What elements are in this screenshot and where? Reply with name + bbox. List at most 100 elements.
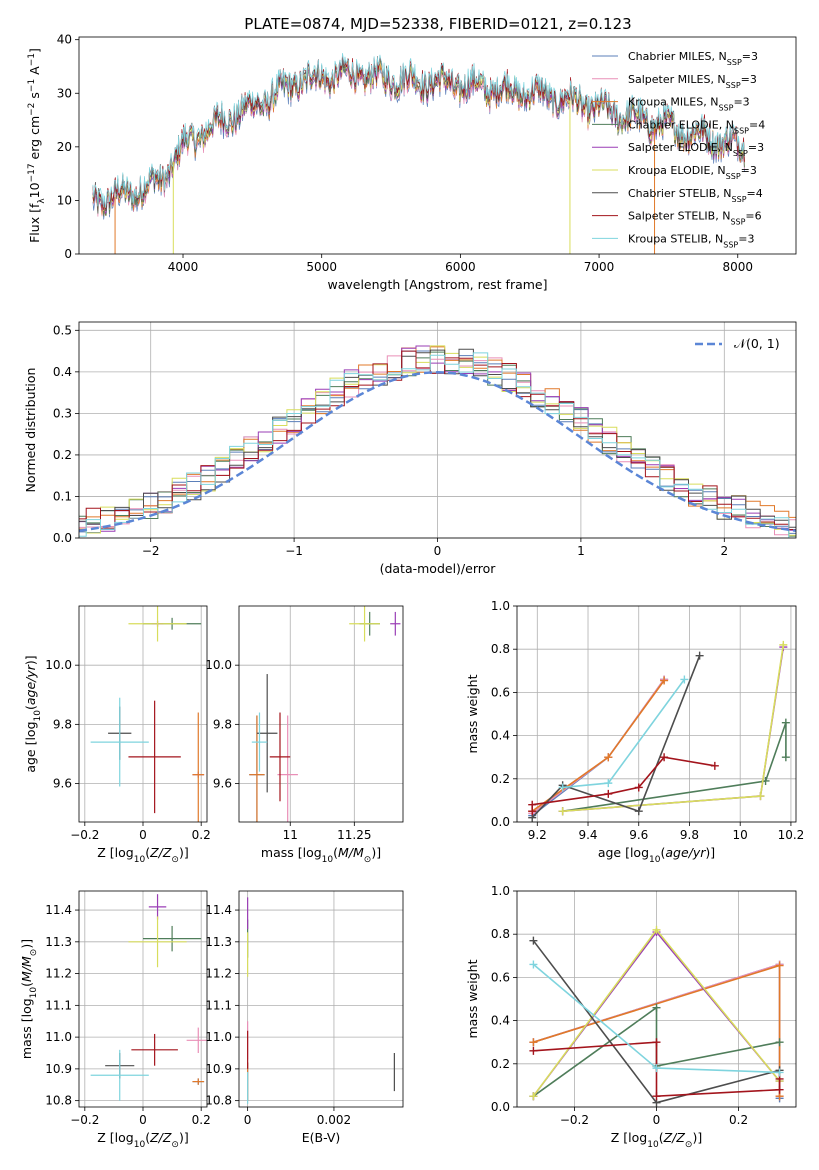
errorbar-point xyxy=(148,894,167,920)
axes-frame xyxy=(78,36,797,255)
y-tick-label: 30 xyxy=(57,86,72,100)
legend: Chabrier MILES, NSSP=3 Salpeter MILES, NS… xyxy=(592,50,765,249)
weight-marker xyxy=(781,753,790,762)
weight-marker xyxy=(779,640,788,649)
legend-entry: Kroupa ELODIE, NSSP=3 xyxy=(628,164,757,181)
chart-weight_vs_age: 9.2 9.4 9.6 9.8 10 10.2 0.0 0.2 0.4 0.6 0.8 1.0 age … xyxy=(465,599,804,865)
x-tick-label: 0.002 xyxy=(317,1113,351,1127)
weight-marker xyxy=(652,1064,661,1073)
x-tick-label: 9.8 xyxy=(680,828,699,842)
y-tick-label: 11.2 xyxy=(205,967,232,981)
weight-marker xyxy=(652,1092,661,1101)
legend-entry: Chabrier ELODIE, NSSP=4 xyxy=(628,118,765,135)
weight-marker xyxy=(529,1092,538,1101)
errorbar-point xyxy=(131,1033,178,1066)
weight-series xyxy=(529,936,784,1107)
y-axis-label: age [log10(age/yr)] xyxy=(23,655,43,772)
errorbar-point xyxy=(128,916,187,968)
y-axis-label: mass weight xyxy=(465,959,480,1038)
weight-marker xyxy=(775,961,784,970)
y-tick-label: 10.0 xyxy=(205,658,232,672)
y-axis-label: Normed distribution xyxy=(23,368,38,493)
weight-marker xyxy=(529,960,538,969)
y-tick-label: 9.8 xyxy=(53,717,72,731)
errorbar-point xyxy=(256,674,278,793)
weight-marker xyxy=(634,783,643,792)
y-tick-label: 11.3 xyxy=(205,935,232,949)
y-tick-label: 40 xyxy=(57,33,72,47)
weight-marker xyxy=(529,936,538,945)
y-tick-label: 1.0 xyxy=(491,599,510,613)
y-tick-label: 11.2 xyxy=(45,967,72,981)
x-tick-label: 0 xyxy=(653,1113,661,1127)
y-tick-label: 0.2 xyxy=(491,1057,510,1071)
chart-residuals: −2 −1 0 1 2 0.0 0.1 0.2 0.3 0.4 0.5 (data-model)/er… xyxy=(23,321,797,576)
y-tick-label: 10.9 xyxy=(45,1062,72,1076)
weight-marker xyxy=(558,807,567,816)
legend-entry: Kroupa MILES, NSSP=3 xyxy=(628,96,750,113)
x-tick-label: −0.2 xyxy=(70,828,99,842)
x-tick-label: 9.6 xyxy=(629,828,648,842)
weight-marker xyxy=(652,925,661,934)
errorbar-point xyxy=(251,712,268,772)
weight-series xyxy=(528,651,704,822)
weight-marker xyxy=(695,651,704,660)
weight-marker xyxy=(660,753,669,762)
weight-marker xyxy=(652,1003,661,1012)
weight-line xyxy=(531,678,665,815)
x-axis-label: E(B-V) xyxy=(302,1130,341,1145)
y-tick-label: 9.6 xyxy=(213,777,232,791)
weight-marker xyxy=(660,676,669,685)
plot-area xyxy=(79,345,796,538)
weight-line xyxy=(531,655,701,819)
chart-age_vs_mass: 11 11.25 9.6 9.8 10.0 mass [log10(M/M⊙)] xyxy=(205,605,404,865)
x-tick-label: 0 xyxy=(139,828,147,842)
y-tick-label: 11.0 xyxy=(45,1030,72,1044)
axes-frame xyxy=(516,605,797,823)
y-tick-label: 11.0 xyxy=(205,1030,232,1044)
errorbar-point xyxy=(128,606,187,642)
y-tick-label: 11.4 xyxy=(45,903,72,917)
errorbar-point xyxy=(90,1049,149,1101)
y-axis-label: Flux [fλ10−17 erg cm−2 s−1 A−1] xyxy=(27,48,47,243)
x-tick-label: 10 xyxy=(733,828,748,842)
weight-marker xyxy=(781,718,790,727)
x-tick-label: 0.2 xyxy=(729,1113,748,1127)
y-tick-label: 0.6 xyxy=(491,970,510,984)
y-tick-label: 10.0 xyxy=(45,658,72,672)
x-tick-label: 10.2 xyxy=(778,828,805,842)
histogram-step xyxy=(79,348,796,528)
y-tick-label: 11.4 xyxy=(205,903,232,917)
legend-entry: Salpeter ELODIE, NSSP=3 xyxy=(628,141,764,158)
weight-series xyxy=(529,1038,784,1101)
y-tick-label: 0.0 xyxy=(53,531,72,545)
weight-marker xyxy=(756,792,765,801)
weight-marker xyxy=(680,675,689,684)
y-tick-label: 0.3 xyxy=(53,406,72,420)
figure-title: PLATE=0874, MJD=52338, FIBERID=0121, z=0… xyxy=(244,15,631,33)
weight-marker xyxy=(710,761,719,770)
chart-mass_vs_Z: −0.2 0 0.2 10.8 10.9 11.0 11.1 11.2 11.3 11.4 Z [l… xyxy=(19,890,211,1150)
x-tick-label: 0 xyxy=(244,1113,252,1127)
x-tick-label: −2 xyxy=(142,544,160,558)
weight-marker xyxy=(529,1038,538,1047)
legend-entry: Chabrier MILES, NSSP=3 xyxy=(628,50,758,67)
plot-area xyxy=(247,897,395,1104)
histogram-step xyxy=(79,351,796,537)
y-tick-label: 0.4 xyxy=(53,365,72,379)
x-tick-label: 11 xyxy=(283,828,298,842)
x-tick-label: −0.2 xyxy=(560,1113,589,1127)
weight-line xyxy=(562,646,785,812)
x-tick-label: 0.2 xyxy=(192,828,211,842)
plot-area xyxy=(90,606,205,822)
weight-marker xyxy=(528,800,537,809)
y-tick-label: 20 xyxy=(57,140,72,154)
y-axis-label: mass weight xyxy=(465,674,480,753)
errorbar-point xyxy=(192,1078,205,1085)
weight-series xyxy=(528,753,719,816)
y-tick-label: 0.4 xyxy=(491,1014,510,1028)
weight-series xyxy=(529,960,784,1077)
errorbar-point xyxy=(269,712,291,802)
chart-age_vs_Z: −0.2 0 0.2 9.6 9.8 10.0 Z [log10(Z/Z⊙)] age [lo… xyxy=(23,605,211,865)
x-tick-label: 2 xyxy=(720,544,728,558)
